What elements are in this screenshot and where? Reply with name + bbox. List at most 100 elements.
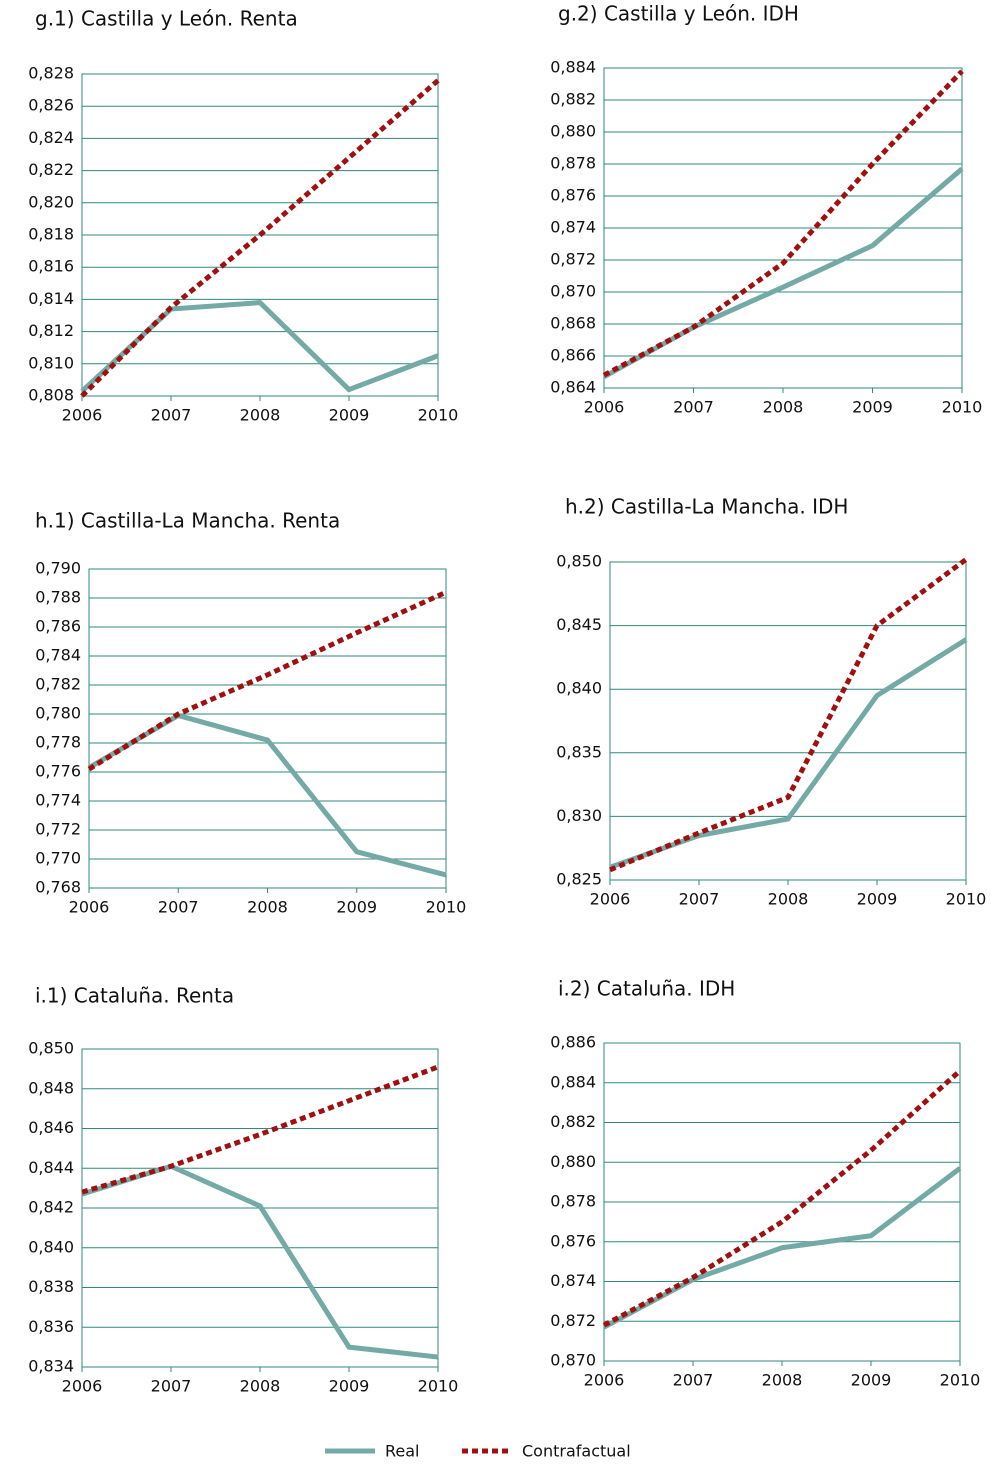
series-line: [602, 69, 964, 378]
y-tick-label: 0,846: [28, 1118, 74, 1137]
y-tick-label: 0,844: [28, 1158, 74, 1177]
x-tick-label: 2007: [151, 1377, 192, 1396]
y-tick-label: 0,780: [35, 704, 81, 723]
y-tick-label: 0,830: [556, 806, 602, 825]
x-tick-label: 2010: [942, 398, 983, 417]
y-tick-label: 0,772: [35, 820, 81, 839]
series-line: [602, 1166, 962, 1330]
x-tick-label: 2007: [673, 398, 714, 417]
x-tick-label: 2010: [418, 406, 459, 425]
x-tick-label: 2007: [679, 890, 720, 909]
chart-title: i.2) Cataluña. IDH: [558, 977, 735, 1001]
y-tick-label: 0,870: [550, 282, 596, 301]
x-tick-label: 2009: [336, 898, 377, 917]
x-tick-label: 2006: [69, 898, 110, 917]
y-tick-label: 0,864: [550, 378, 596, 397]
series-line: [602, 166, 964, 379]
series-line: [609, 557, 968, 873]
y-tick-label: 0,770: [35, 849, 81, 868]
y-tick-label: 0,880: [550, 1152, 596, 1171]
y-tick-label: 0,882: [550, 90, 596, 109]
x-tick-label: 2010: [426, 898, 467, 917]
y-tick-label: 0,822: [28, 160, 74, 179]
series-line: [609, 637, 968, 870]
y-tick-label: 0,820: [28, 192, 74, 211]
y-tick-label: 0,768: [35, 878, 81, 897]
x-tick-label: 2010: [940, 1371, 981, 1390]
y-tick-label: 0,878: [550, 1192, 596, 1211]
x-tick-label: 2007: [151, 406, 192, 425]
y-tick-label: 0,835: [556, 742, 602, 761]
y-tick-label: 0,778: [35, 733, 81, 752]
series-line: [87, 712, 447, 878]
x-tick-label: 2008: [768, 890, 809, 909]
x-tick-label: 2007: [158, 898, 199, 917]
legend-label: Real: [385, 1442, 420, 1461]
y-tick-label: 0,825: [556, 870, 602, 889]
y-tick-label: 0,782: [35, 675, 81, 694]
x-tick-label: 2006: [584, 1371, 625, 1390]
series-line: [81, 1064, 439, 1195]
y-tick-label: 0,876: [550, 1231, 596, 1250]
y-tick-label: 0,836: [28, 1317, 74, 1336]
x-tick-label: 2008: [240, 406, 281, 425]
y-tick-label: 0,816: [28, 257, 74, 276]
y-tick-label: 0,868: [550, 314, 596, 333]
chart-title: h.2) Castilla-La Mancha. IDH: [565, 495, 848, 519]
y-tick-label: 0,872: [550, 1311, 596, 1330]
y-tick-label: 0,886: [550, 1033, 596, 1052]
y-tick-label: 0,870: [550, 1351, 596, 1370]
y-tick-label: 0,842: [28, 1198, 74, 1217]
y-tick-label: 0,784: [35, 646, 81, 665]
y-tick-label: 0,866: [550, 346, 596, 365]
series-line: [81, 1163, 439, 1360]
y-tick-label: 0,880: [550, 122, 596, 141]
y-tick-label: 0,814: [28, 289, 74, 308]
legend-label: Contrafactual: [522, 1442, 631, 1461]
series-line: [87, 589, 448, 772]
y-tick-label: 0,808: [28, 386, 74, 405]
y-tick-label: 0,786: [35, 617, 81, 636]
x-tick-label: 2009: [329, 1377, 370, 1396]
plot-frame: [81, 73, 439, 397]
x-tick-label: 2009: [852, 398, 893, 417]
y-tick-label: 0,812: [28, 321, 74, 340]
x-tick-label: 2009: [857, 890, 898, 909]
x-tick-label: 2008: [762, 1371, 803, 1390]
chart-title: g.2) Castilla y León. IDH: [558, 2, 799, 26]
y-tick-label: 0,874: [550, 1271, 596, 1290]
series-line: [80, 78, 440, 398]
plot-frame: [603, 67, 963, 389]
series-line: [602, 1068, 962, 1328]
y-tick-label: 0,838: [28, 1277, 74, 1296]
x-tick-label: 2008: [247, 898, 288, 917]
plot-frame: [603, 1042, 961, 1362]
chart-title: g.1) Castilla y León. Renta: [35, 7, 298, 31]
y-tick-label: 0,826: [28, 96, 74, 115]
y-tick-label: 0,848: [28, 1078, 74, 1097]
x-tick-label: 2008: [763, 398, 804, 417]
y-tick-label: 0,824: [28, 128, 74, 147]
y-tick-label: 0,840: [556, 679, 602, 698]
x-tick-label: 2008: [240, 1377, 281, 1396]
chart-title: h.1) Castilla-La Mancha. Renta: [35, 509, 340, 533]
x-tick-label: 2006: [590, 890, 631, 909]
y-tick-label: 0,872: [550, 250, 596, 269]
plot-frame: [609, 561, 967, 881]
y-tick-label: 0,840: [28, 1237, 74, 1256]
plot-frame: [88, 568, 447, 889]
y-tick-label: 0,884: [550, 58, 596, 77]
y-tick-label: 0,874: [550, 218, 596, 237]
series-line: [80, 300, 439, 394]
x-tick-label: 2009: [329, 406, 370, 425]
x-tick-label: 2009: [851, 1371, 892, 1390]
x-tick-label: 2006: [62, 406, 103, 425]
x-tick-label: 2006: [584, 398, 625, 417]
y-tick-label: 0,845: [556, 615, 602, 634]
y-tick-label: 0,788: [35, 588, 81, 607]
y-tick-label: 0,810: [28, 353, 74, 372]
y-tick-label: 0,884: [550, 1072, 596, 1091]
y-tick-label: 0,828: [28, 64, 74, 83]
y-tick-label: 0,850: [28, 1039, 74, 1058]
